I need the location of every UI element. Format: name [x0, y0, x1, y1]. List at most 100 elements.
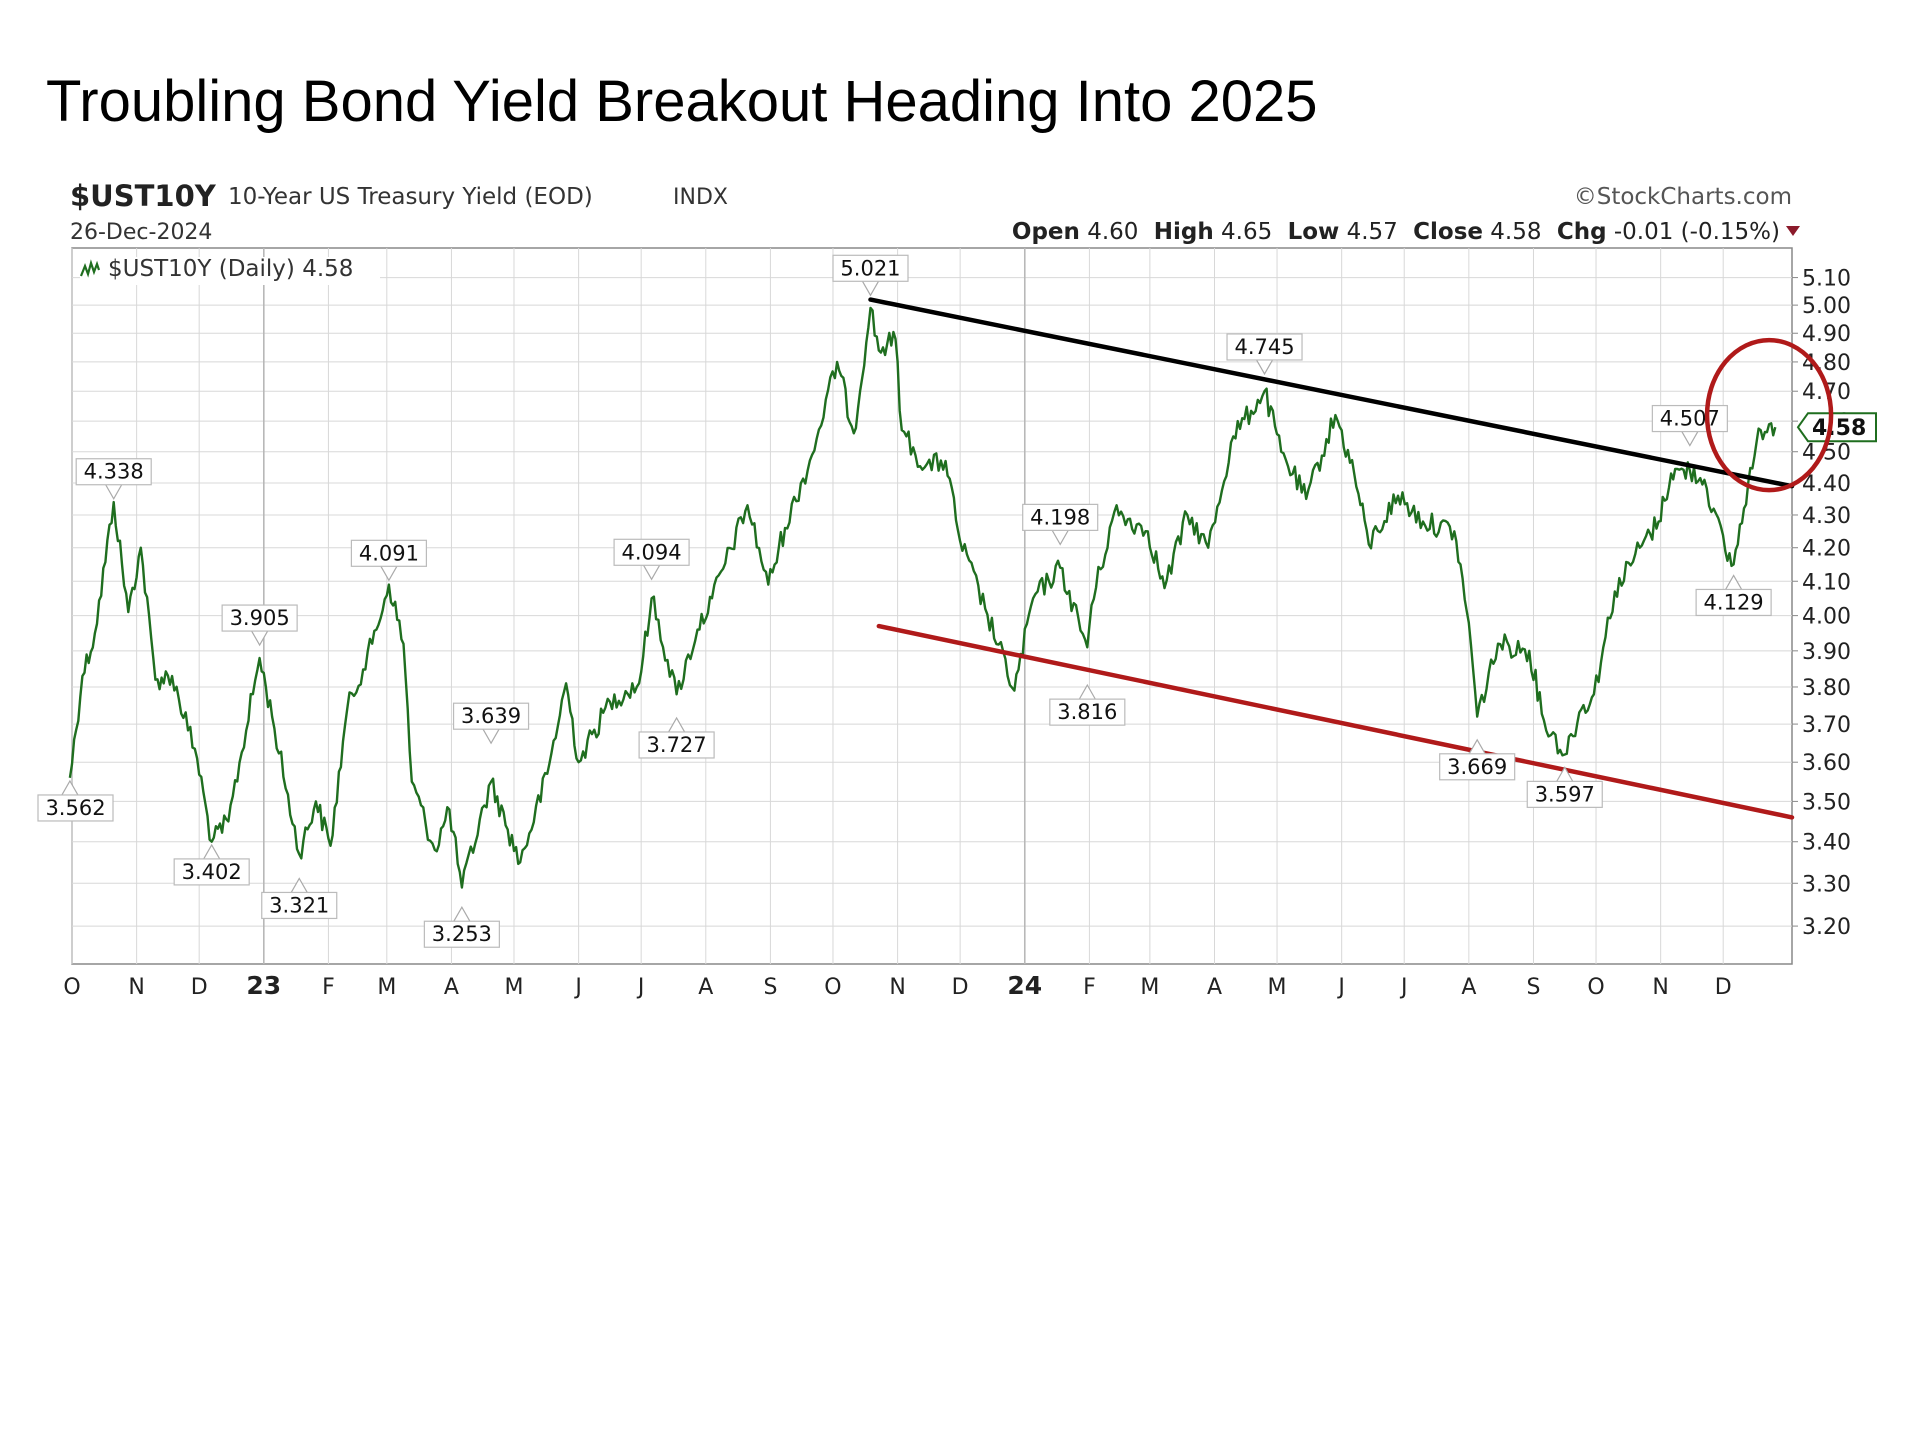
annotation-pointer — [380, 566, 398, 582]
low-value: 4.57 — [1347, 219, 1398, 245]
y-tick-label: 3.90 — [1802, 640, 1851, 665]
description: 10-Year US Treasury Yield (EOD) — [228, 184, 593, 210]
y-tick-label: 4.00 — [1802, 605, 1851, 630]
y-tick-label: 4.90 — [1802, 322, 1851, 347]
x-tick-label: M — [504, 975, 523, 1000]
low-label: Low — [1288, 219, 1340, 245]
grid — [71, 248, 1792, 964]
annotation-box — [1022, 503, 1099, 531]
x-tick-label: A — [1461, 975, 1476, 1000]
legend-text: $UST10Y (Daily) 4.58 — [108, 256, 353, 282]
y-tick-label: 3.50 — [1802, 790, 1851, 815]
y-tick-label: 3.30 — [1802, 872, 1851, 897]
annotation-label: 3.562 — [45, 796, 105, 820]
chg-label: Chg — [1557, 219, 1607, 245]
annotation: 3.321 — [261, 877, 338, 920]
legend: $UST10Y (Daily) 4.58 — [79, 256, 380, 285]
annotation-pointer — [1681, 431, 1699, 447]
x-tick-label: A — [698, 975, 713, 1000]
yield-series-line — [68, 306, 1777, 889]
open-label: Open — [1012, 219, 1080, 245]
annotation-box — [75, 458, 152, 486]
annotation: 3.562 — [37, 779, 114, 822]
annotation-label: 4.745 — [1234, 335, 1294, 359]
annotation-pointer — [1051, 530, 1069, 546]
annotation-box — [1695, 588, 1772, 617]
annotation: 4.338 — [75, 458, 152, 500]
annotation-box — [1439, 753, 1516, 781]
annotation-box — [221, 604, 298, 632]
annotation: 4.745 — [1226, 333, 1303, 376]
annotation-box — [613, 538, 690, 566]
annotation: 4.094 — [613, 538, 690, 581]
x-tick-label: 23 — [246, 971, 281, 1000]
annotation: 3.727 — [638, 716, 715, 759]
date: 26-Dec-2024 — [70, 220, 212, 245]
series-layer — [68, 306, 1777, 889]
trendlines — [868, 297, 1795, 820]
annotation-box — [350, 539, 427, 567]
annotation-label: 3.402 — [182, 860, 242, 884]
annotation-label: 4.091 — [359, 541, 419, 565]
annotation-box — [1651, 404, 1728, 433]
y-tick-label: 3.80 — [1802, 676, 1851, 701]
symbol: $UST10Y — [70, 179, 217, 213]
y-tick-label: 5.10 — [1802, 267, 1851, 292]
x-tick-label: S — [1526, 975, 1540, 1000]
annotation-label: 4.129 — [1704, 590, 1764, 614]
annotation-pointer — [1556, 766, 1574, 782]
x-tick-label: M — [377, 975, 396, 1000]
x-tick-label: M — [1140, 975, 1159, 1000]
annotation-label: 4.094 — [622, 540, 682, 564]
y-tick-label: 4.80 — [1802, 351, 1851, 376]
y-tick-label: 3.60 — [1802, 751, 1851, 776]
upper-trendline — [868, 297, 1795, 489]
annotation-box — [1049, 698, 1126, 726]
close-value: 4.58 — [1490, 219, 1541, 245]
annotation-box — [423, 920, 500, 948]
annotation-label: 3.905 — [230, 606, 290, 630]
y-tick-label: 5.00 — [1802, 294, 1851, 319]
x-tick-label: M — [1268, 975, 1287, 1000]
x-tick-label: F — [1083, 975, 1096, 1000]
x-tick-label: J — [573, 975, 582, 1000]
y-tick-label: 3.70 — [1802, 713, 1851, 738]
y-tick-label: 4.30 — [1802, 504, 1851, 529]
x-tick-label: N — [889, 975, 905, 1000]
annotation: 4.198 — [1022, 503, 1099, 546]
annotation: 4.129 — [1695, 574, 1772, 617]
annotation-label: 3.669 — [1447, 755, 1507, 779]
legend-line-icon — [79, 259, 101, 278]
x-tick-label: F — [322, 975, 335, 1000]
x-tick-label: 24 — [1007, 971, 1042, 1000]
annotation-label: 5.021 — [840, 256, 900, 280]
slide-title: Troubling Bond Yield Breakout Heading In… — [46, 69, 1318, 134]
annotation: 3.402 — [173, 843, 250, 886]
annotation-pointer — [61, 779, 79, 796]
annotation-label: 3.639 — [461, 704, 521, 728]
x-tick-label: O — [1587, 975, 1604, 1000]
annotation-box — [638, 731, 715, 759]
lower-trendline — [876, 623, 1795, 820]
x-tick-label: D — [952, 975, 969, 1000]
current-value-label: 4.58 — [1812, 416, 1866, 441]
annotation-pointer — [290, 877, 308, 893]
x-tick-label: A — [444, 975, 459, 1000]
annotation-box — [261, 891, 338, 920]
annotations: 3.562 4.338 3.402 3.905 3.321 4.091 3.253 3.639… — [37, 254, 1772, 948]
annotation-pointer — [453, 906, 471, 922]
x-tick-label: A — [1207, 975, 1222, 1000]
annotation-label: 4.507 — [1660, 407, 1720, 431]
annotation-label: 3.816 — [1057, 700, 1117, 724]
annotation: 3.253 — [423, 906, 500, 948]
annotation-pointer — [482, 728, 500, 745]
annotation: 3.669 — [1439, 738, 1516, 781]
y-tick-label: 4.40 — [1802, 472, 1851, 497]
chg-value: -0.01 (-0.15%) — [1614, 219, 1780, 245]
x-tick-label: O — [63, 975, 80, 1000]
annotation: 4.091 — [350, 539, 427, 582]
annotation-box — [1526, 780, 1603, 808]
exchange: INDX — [673, 185, 728, 210]
annotation-pointer — [668, 716, 686, 733]
